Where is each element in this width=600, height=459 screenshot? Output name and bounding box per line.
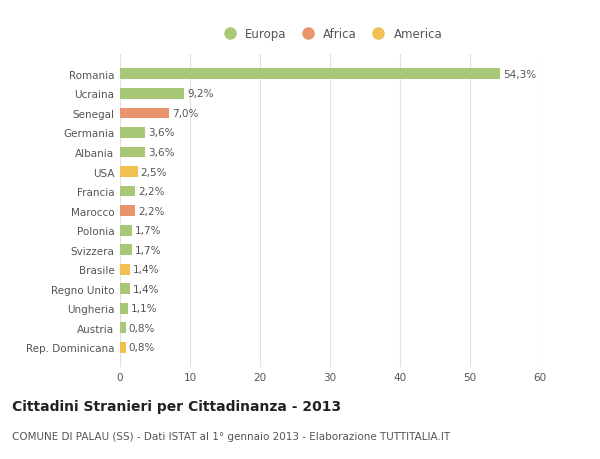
Text: 9,2%: 9,2% bbox=[187, 89, 214, 99]
Text: 0,8%: 0,8% bbox=[128, 323, 155, 333]
Bar bbox=[120, 303, 128, 314]
Text: COMUNE DI PALAU (SS) - Dati ISTAT al 1° gennaio 2013 - Elaborazione TUTTITALIA.I: COMUNE DI PALAU (SS) - Dati ISTAT al 1° … bbox=[12, 431, 450, 442]
Bar bbox=[120, 89, 184, 100]
Text: 7,0%: 7,0% bbox=[172, 109, 198, 118]
Text: 2,2%: 2,2% bbox=[138, 187, 164, 196]
Text: 1,7%: 1,7% bbox=[134, 245, 161, 255]
Text: 1,4%: 1,4% bbox=[133, 265, 159, 274]
Bar bbox=[120, 108, 169, 119]
Bar bbox=[120, 323, 125, 334]
Bar bbox=[120, 342, 125, 353]
Text: 54,3%: 54,3% bbox=[503, 70, 536, 79]
Bar bbox=[120, 69, 500, 80]
Text: 1,1%: 1,1% bbox=[131, 304, 157, 313]
Text: 2,5%: 2,5% bbox=[140, 167, 167, 177]
Bar bbox=[120, 245, 132, 256]
Text: 1,7%: 1,7% bbox=[134, 226, 161, 235]
Bar bbox=[120, 206, 136, 217]
Text: 3,6%: 3,6% bbox=[148, 148, 175, 157]
Bar bbox=[120, 264, 130, 275]
Text: 1,4%: 1,4% bbox=[133, 284, 159, 294]
Bar bbox=[120, 284, 130, 295]
Text: Cittadini Stranieri per Cittadinanza - 2013: Cittadini Stranieri per Cittadinanza - 2… bbox=[12, 399, 341, 413]
Bar bbox=[120, 167, 137, 178]
Text: 0,8%: 0,8% bbox=[128, 343, 155, 353]
Text: 2,2%: 2,2% bbox=[138, 206, 164, 216]
Bar bbox=[120, 186, 136, 197]
Text: 3,6%: 3,6% bbox=[148, 128, 175, 138]
Bar bbox=[120, 128, 145, 139]
Bar bbox=[120, 225, 132, 236]
Bar bbox=[120, 147, 145, 158]
Legend: Europa, Africa, America: Europa, Africa, America bbox=[213, 23, 447, 46]
